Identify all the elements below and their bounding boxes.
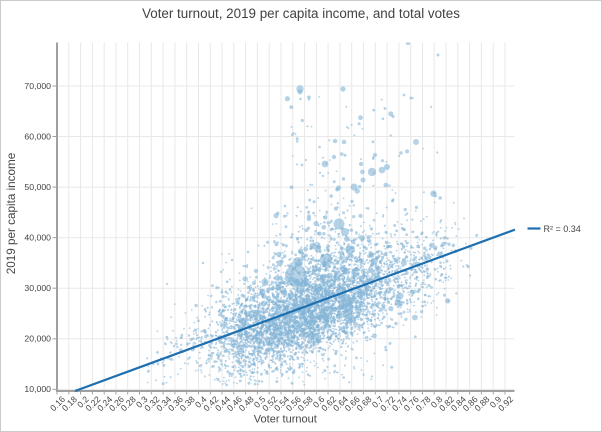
svg-text:Voter turnout, 2019 per capita: Voter turnout, 2019 per capita income, a… (142, 6, 460, 21)
